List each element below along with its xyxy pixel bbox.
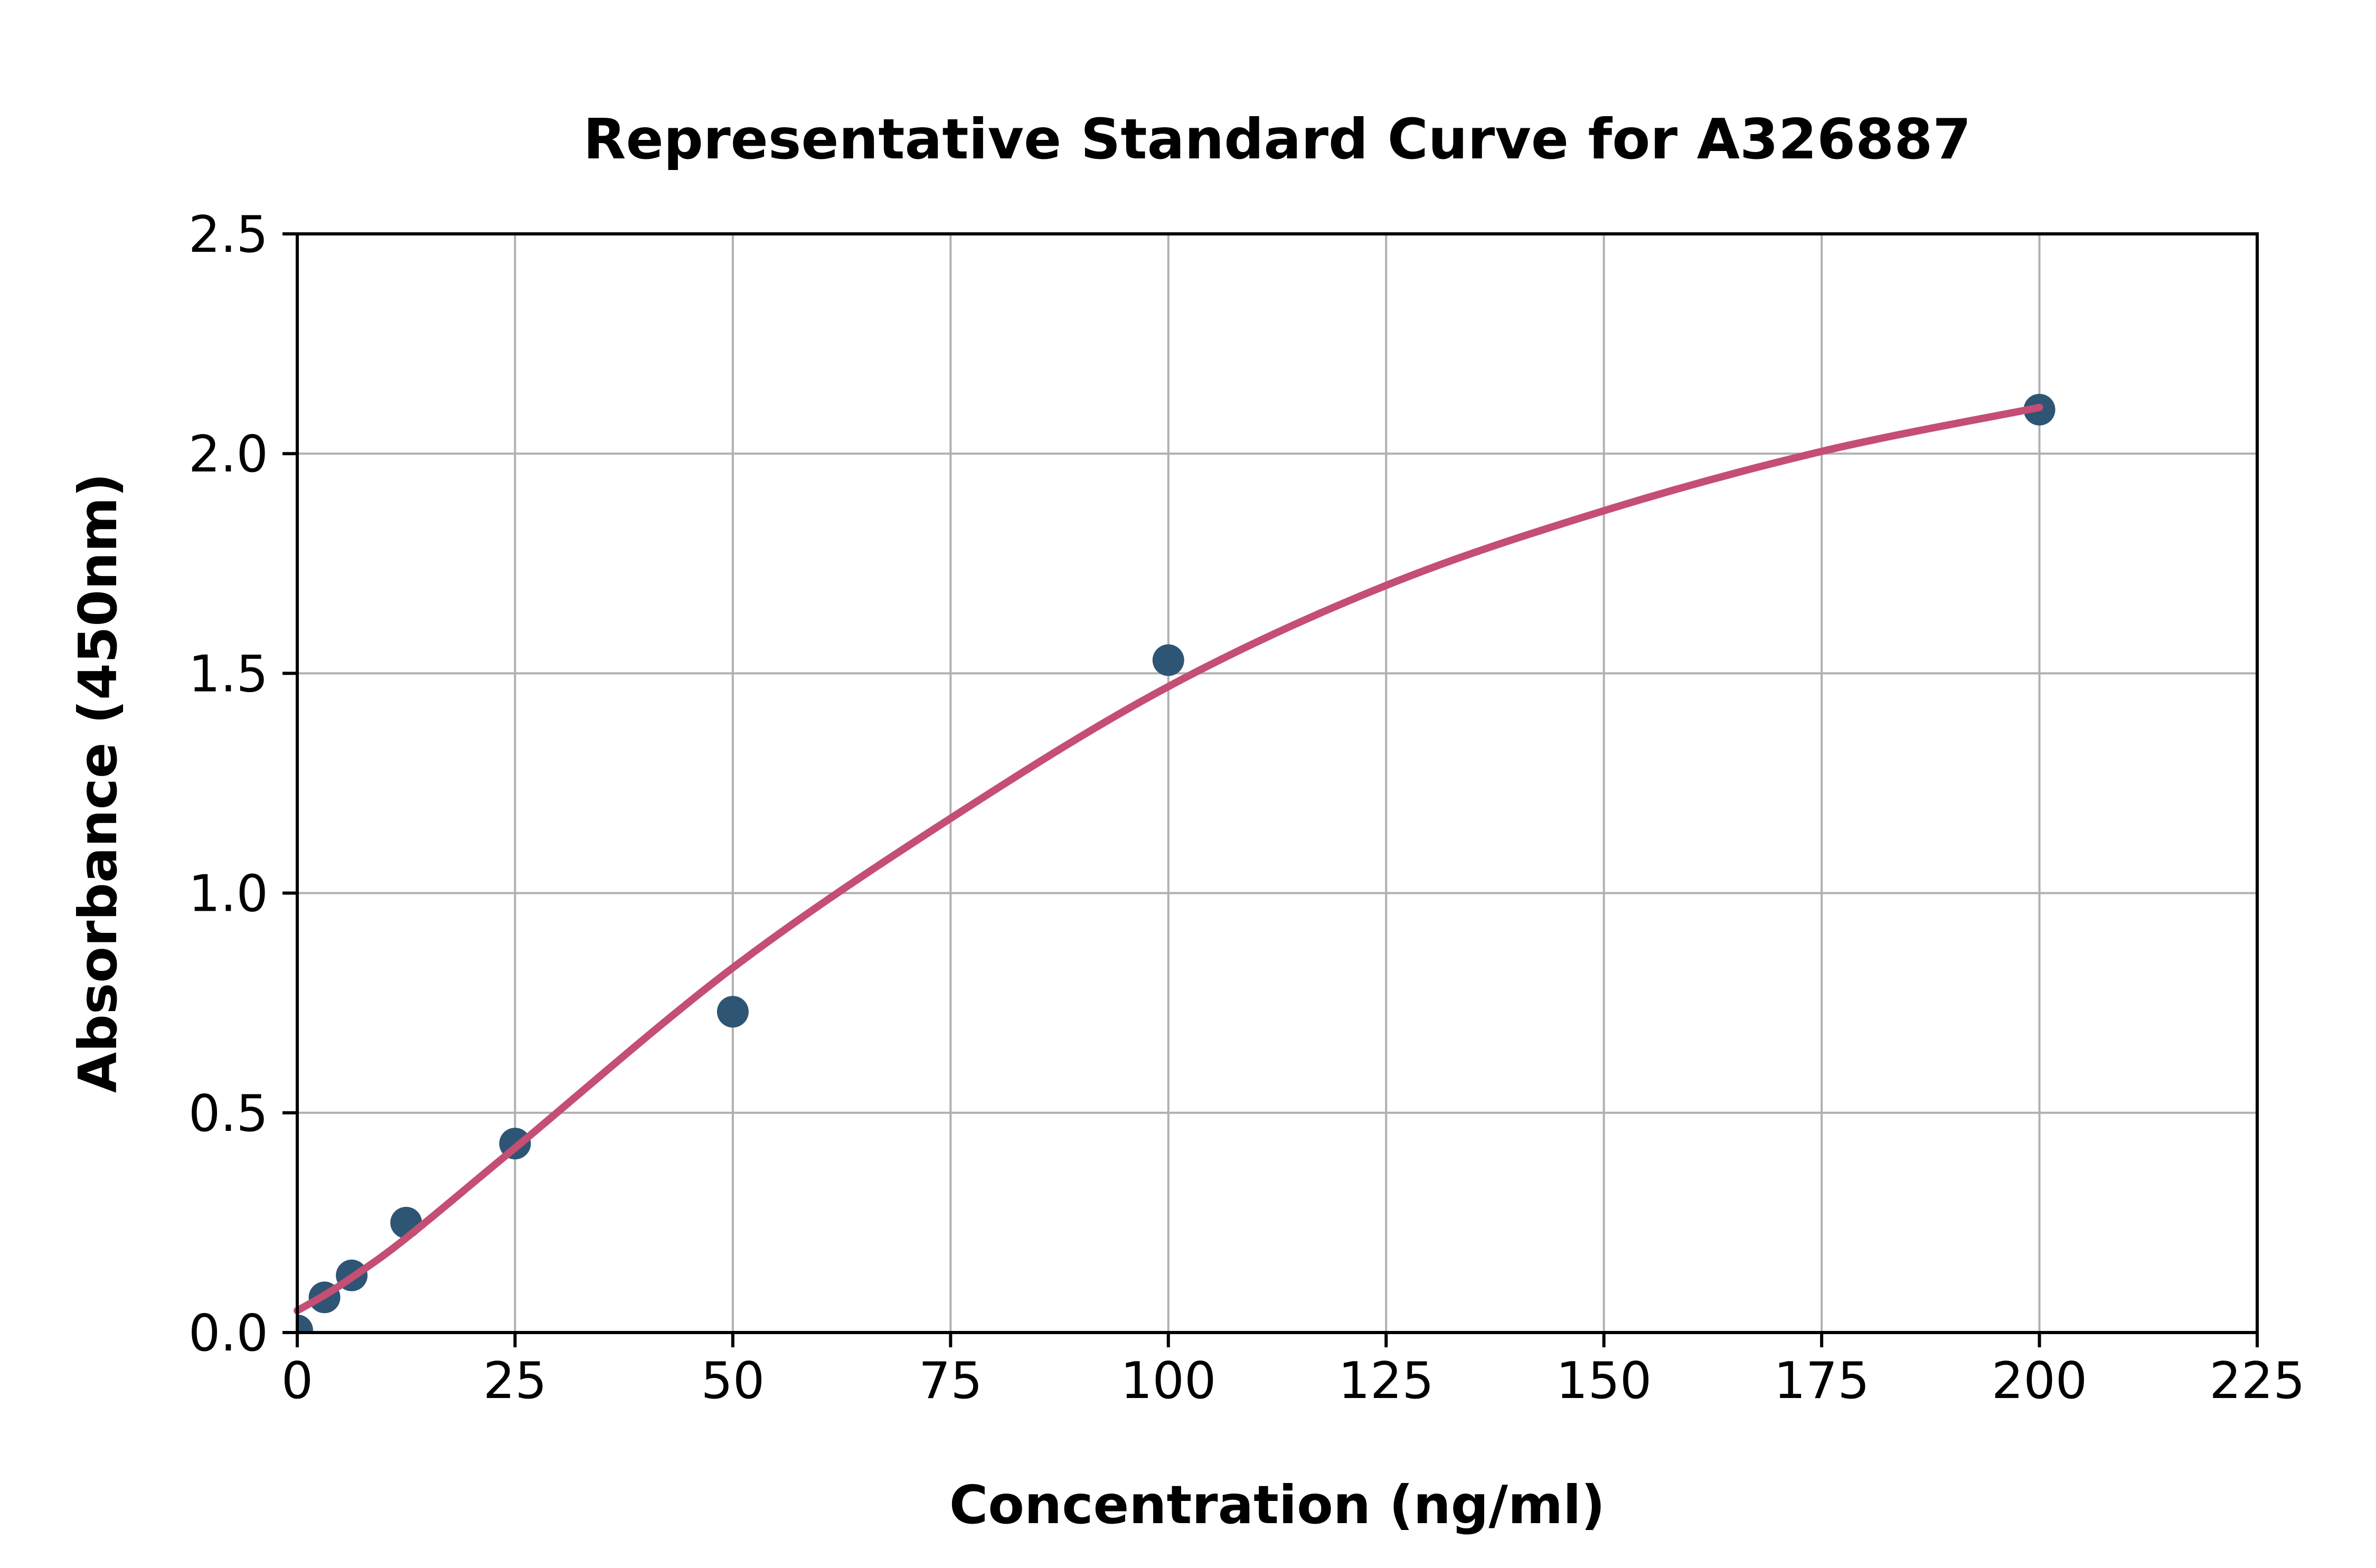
data-point xyxy=(716,996,749,1028)
data-point xyxy=(297,1314,313,1333)
y-tick-label: 0.0 xyxy=(188,1305,268,1363)
data-point xyxy=(1152,644,1184,676)
x-tick-label: 75 xyxy=(919,1352,983,1410)
fit-curve-line xyxy=(294,403,2043,1315)
x-tick-label: 50 xyxy=(701,1352,765,1410)
gridlines xyxy=(296,233,2258,1334)
y-tick-label: 2.0 xyxy=(188,426,268,484)
y-tick-label: 2.5 xyxy=(188,206,268,264)
x-tick-label: 225 xyxy=(2209,1352,2305,1410)
x-tick-label: 0 xyxy=(281,1352,313,1410)
x-tick-label: 100 xyxy=(1120,1352,1216,1410)
x-tick-label: 175 xyxy=(1774,1352,1869,1410)
axis-ticks xyxy=(282,232,2259,1347)
y-tick-label: 1.0 xyxy=(188,865,268,923)
x-axis-label: Concentration (ng/ml) xyxy=(949,1474,1605,1536)
chart-title: Representative Standard Curve for A32688… xyxy=(583,107,1972,172)
x-tick-labels: 0 25 50 75 100 125 150 175 200 225 xyxy=(281,1352,2305,1410)
x-tick-label: 150 xyxy=(1556,1352,1652,1410)
x-tick-label: 25 xyxy=(483,1352,547,1410)
y-axis-label: Absorbance (450nm) xyxy=(67,473,129,1093)
y-tick-labels: 0.0 0.5 1.0 1.5 2.0 2.5 xyxy=(188,206,268,1363)
x-tick-label: 125 xyxy=(1338,1352,1434,1410)
plot-border xyxy=(296,232,2259,1334)
x-tick-label: 200 xyxy=(1992,1352,2087,1410)
y-tick-label: 1.5 xyxy=(188,645,268,703)
y-tick-label: 0.5 xyxy=(188,1085,268,1143)
